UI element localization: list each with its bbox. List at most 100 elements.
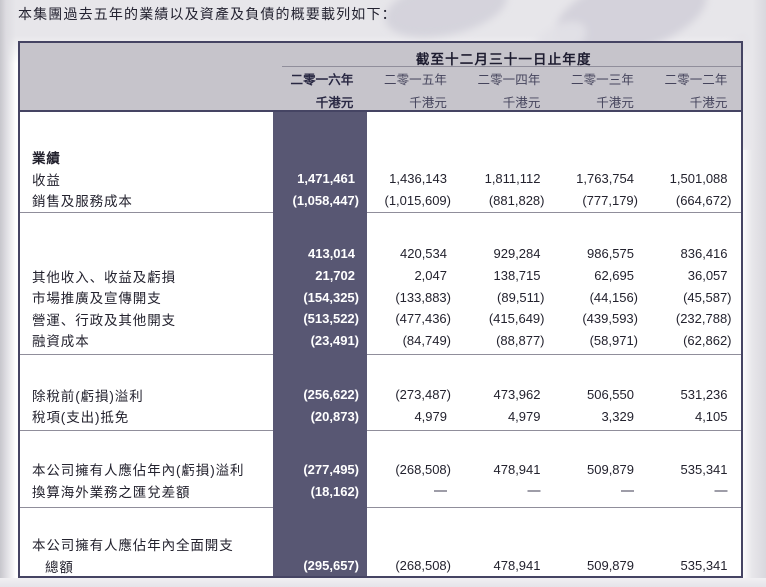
value-cell — [460, 212, 554, 243]
table-body: 業績 收益 1,471,461 1,436,143 1,811,112 1,763,754… — [20, 112, 741, 576]
value-cell: (477,436) — [395, 311, 451, 326]
value-cell — [553, 507, 647, 533]
row-label-cell: 業績 — [32, 151, 61, 167]
value-cell: 4,979 — [507, 408, 541, 424]
value-cell — [366, 212, 460, 243]
rule-row — [20, 507, 741, 534]
header-spacer-cell — [20, 43, 273, 67]
value-cell: 413,014 — [273, 242, 367, 265]
value-cell — [366, 354, 460, 384]
value-cell: (1,058,447) — [273, 189, 367, 211]
value-cell: (84,749) — [402, 332, 451, 348]
value-cell: 138,715 — [493, 268, 541, 283]
value-cell: 531,236 — [680, 387, 728, 402]
row-label-cell: 融資成本 — [32, 334, 90, 349]
value-cell — [647, 212, 741, 243]
value-cell: (513,522) — [273, 307, 367, 330]
row-label-cell: 稅項(支出)抵免 — [32, 410, 130, 425]
value-cell: 420,534 — [400, 246, 447, 262]
value-cell: 1,811,112 — [484, 171, 541, 187]
value-cell — [554, 147, 648, 169]
value-cell — [460, 147, 554, 169]
value-cell — [647, 533, 741, 555]
value-cell: (881,828) — [488, 192, 545, 208]
value-cell: (664,672) — [675, 192, 732, 208]
year-header-cell: 二零一六年 — [273, 67, 367, 90]
value-cell: 836,416 — [680, 246, 728, 262]
row-label-cell: 總額 — [45, 559, 74, 575]
five-year-summary-table: 截至十二月三十一日止年度 二零一六年 二零一五年 二零一四年 二零一三年 二零一二年 千… — [18, 41, 743, 578]
unit-header-row: 千港元 千港元 千港元 千港元 千港元 — [20, 90, 741, 112]
table-header: 截至十二月三十一日止年度 二零一六年 二零一五年 二零一四年 二零一三年 二零一二年 千… — [20, 43, 741, 112]
value-cell: 1,436,143 — [389, 171, 447, 187]
value-cell: (277,495) — [273, 458, 367, 481]
table-row: 總額 (295,657) (268,508) 478,941 509,879 535,34… — [20, 555, 741, 576]
table-row: 稅項(支出)抵免 (20,873) 4,979 4,979 3,329 4,105 — [20, 405, 741, 427]
year-header-cell: 二零一五年 — [366, 67, 460, 90]
page-left-shading — [0, 0, 16, 587]
gap-row — [20, 501, 741, 507]
value-cell — [460, 507, 554, 533]
gap-row — [20, 426, 741, 430]
value-cell: 506,550 — [587, 387, 634, 402]
row-label-cell — [20, 354, 273, 384]
value-cell — [273, 212, 367, 243]
value-cell: (777,179) — [582, 192, 638, 208]
value-cell: — — [527, 483, 541, 496]
value-cell: 473,962 — [493, 387, 541, 402]
period-header-label: 截至十二月三十一日止年度 — [415, 52, 592, 67]
table-row: 銷售及服務成本 (1,058,447) (1,015,609) (881,828) (7… — [20, 189, 741, 211]
rule-row — [20, 354, 741, 384]
value-cell: (58,971) — [589, 332, 638, 348]
row-label-cell — [20, 243, 273, 265]
value-cell — [367, 147, 461, 169]
period-header-cell: 截至十二月三十一日止年度 — [273, 43, 741, 67]
gap-row — [20, 211, 741, 212]
value-cell — [460, 354, 554, 384]
gap-row — [20, 350, 741, 354]
value-cell: 509,879 — [587, 461, 634, 477]
unit-header-cell: 千港元 — [460, 90, 554, 112]
value-cell — [366, 507, 460, 533]
row-label-cell: 銷售及服務成本 — [32, 194, 133, 210]
value-cell — [273, 112, 367, 147]
row-label-cell: 本公司擁有人應佔年內全面開支 — [32, 538, 234, 554]
value-cell — [273, 430, 367, 459]
value-cell: (23,491) — [273, 329, 367, 351]
value-cell: 2,047 — [414, 268, 447, 283]
table-row: 業績 — [20, 146, 741, 169]
value-cell: — — [714, 483, 728, 496]
year-header-row: 二零一六年 二零一五年 二零一四年 二零一三年 二零一二年 — [20, 67, 741, 90]
value-cell — [647, 112, 741, 147]
swirl-blob-icon — [385, 0, 507, 38]
value-cell — [273, 211, 367, 212]
value-cell: — — [621, 483, 634, 496]
value-cell: (44,156) — [589, 289, 638, 305]
unit-header-cell: 千港元 — [273, 90, 367, 112]
value-cell — [553, 354, 647, 384]
value-cell — [460, 112, 554, 147]
value-cell — [554, 533, 648, 555]
value-cell — [273, 354, 367, 384]
row-label-cell: 市場推廣及宣傳開支 — [32, 291, 162, 306]
value-cell — [647, 147, 741, 169]
table-row: 其他收入、收益及虧損 21,702 2,047 138,715 62,695 36,057 — [20, 264, 741, 287]
value-cell — [647, 430, 741, 458]
value-cell — [273, 350, 367, 354]
value-cell: (295,657) — [273, 555, 367, 576]
table-row: 市場推廣及宣傳開支 (154,325) (133,883) (89,511) (44,1… — [20, 286, 741, 308]
row-label-cell — [20, 430, 273, 458]
value-cell: 4,979 — [414, 408, 447, 424]
value-cell: 1,501,088 — [669, 171, 728, 187]
row-label-cell: 除稅前(虧損)溢利 — [32, 388, 144, 404]
row-label-cell: 本公司擁有人應佔年內(虧損)溢利 — [32, 463, 245, 479]
row-label-cell — [20, 112, 273, 147]
table-row: 融資成本 (23,491) (84,749) (88,877) (58,971) (62,… — [20, 329, 741, 351]
period-underline — [282, 66, 741, 67]
value-cell: (232,788) — [675, 311, 732, 326]
row-label-cell: 其他收入、收益及虧損 — [32, 269, 176, 285]
value-cell — [460, 430, 554, 458]
value-cell: 4,105 — [694, 408, 728, 424]
value-cell: (268,508) — [395, 558, 451, 574]
